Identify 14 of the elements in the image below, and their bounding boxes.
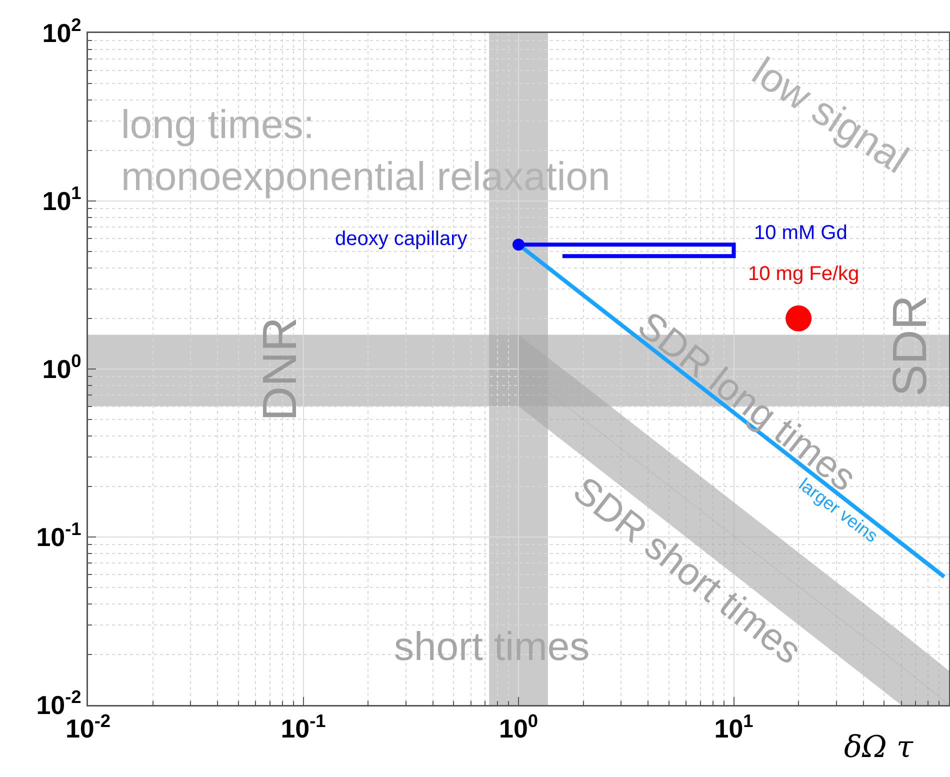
annotation: short times — [394, 625, 590, 669]
x-tick-label: 10$^{1}$ — [714, 710, 754, 744]
y-tick-label: 10$^{2}$ — [42, 15, 82, 48]
x-tick-label: 10$^{0}$ — [498, 710, 538, 744]
annotation: 10 mg Fe/kg — [748, 263, 860, 285]
x-tick-label: 10$^{-1}$ — [280, 710, 326, 744]
y-tick-label: 10$^{-1}$ — [36, 519, 82, 552]
x-axis-title: δΩ τ — [844, 730, 914, 765]
annotation: 10 mM Gd — [754, 222, 848, 244]
annotation: DNR — [254, 317, 308, 422]
y-tick-label: 10$^{0}$ — [42, 351, 82, 384]
y-tick-label: 10$^{1}$ — [42, 183, 82, 216]
annotation: SDR — [884, 295, 938, 396]
annotation: deoxy capillary — [335, 228, 468, 250]
